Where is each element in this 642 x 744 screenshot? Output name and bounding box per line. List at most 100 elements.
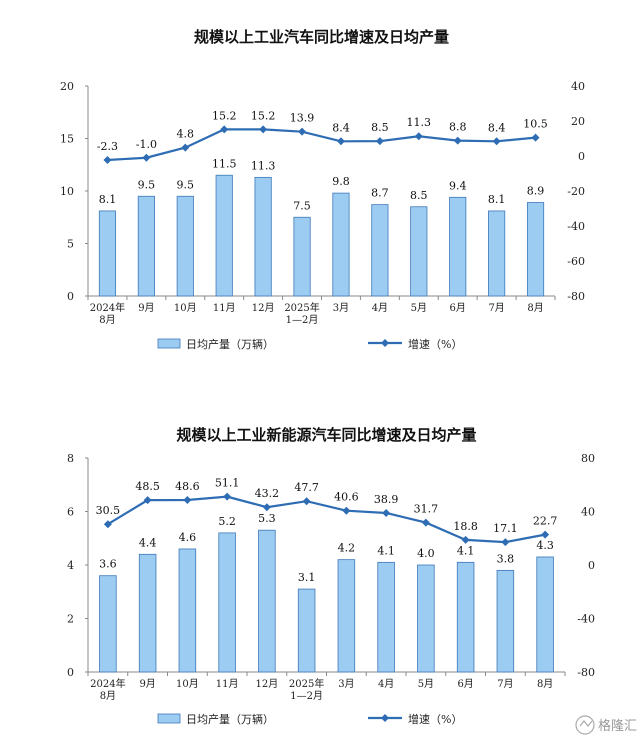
- x-category-label: 10月: [174, 302, 197, 314]
- bar-data-label: 8.5: [410, 189, 428, 202]
- line-data-label: 31.7: [414, 503, 439, 516]
- bar: [176, 195, 194, 297]
- bar-data-label: 8.7: [371, 187, 389, 200]
- line-data-label: 18.8: [453, 520, 478, 533]
- y-right-tick-label: 40: [571, 80, 585, 93]
- x-category-label: 2025年: [284, 301, 319, 314]
- legend-bar-swatch: [157, 338, 181, 349]
- y-left-tick-label: 0: [67, 666, 74, 679]
- bar: [496, 569, 515, 673]
- growth-point: [336, 137, 345, 146]
- bar: [178, 548, 197, 673]
- x-category-label: 7月: [488, 302, 504, 314]
- bar: [371, 204, 389, 297]
- growth-point: [461, 535, 470, 544]
- growth-point: [298, 127, 307, 136]
- bar-data-label: 8.1: [488, 193, 506, 206]
- bar: [215, 174, 233, 297]
- bar: [449, 196, 467, 297]
- legend-line-label: 增速（%）: [408, 337, 462, 351]
- bar: [417, 564, 435, 673]
- line-data-label: 48.5: [135, 480, 160, 493]
- bar-data-label: 4.2: [338, 542, 356, 555]
- growth-point: [342, 506, 351, 515]
- x-category-label: 8月: [537, 678, 553, 690]
- watermark: 格隆汇: [575, 715, 637, 735]
- bar-data-label: 9.5: [177, 178, 195, 191]
- x-category-label: 12月: [256, 678, 279, 690]
- y-right-tick-label: -40: [567, 220, 585, 233]
- bar-data-label: 5.3: [258, 512, 276, 525]
- growth-line: [107, 128, 536, 162]
- watermark-text: 格隆汇: [598, 718, 637, 734]
- bar-data-label: 4.1: [377, 544, 395, 557]
- y-left-tick-label: 8: [67, 452, 74, 465]
- y-right-tick-label: 20: [571, 115, 585, 128]
- bar: [297, 588, 316, 673]
- bar-data-label: 5.2: [218, 515, 236, 528]
- x-category-label: 8月: [527, 302, 543, 314]
- growth-point: [259, 125, 268, 134]
- y-left-tick-label: 15: [60, 133, 74, 146]
- growth-point: [501, 538, 510, 547]
- legend-bar-label: 日均产量（万辆）: [186, 712, 274, 726]
- x-category-label: 4月: [372, 302, 388, 314]
- bar: [377, 561, 395, 673]
- x-category-label: 11月: [216, 678, 239, 690]
- growth-point: [421, 518, 430, 527]
- bar-data-label: 8.9: [527, 185, 545, 198]
- x-category-label: 6月: [457, 678, 473, 690]
- legend-bar-swatch: [157, 713, 181, 724]
- line-data-label: 51.1: [215, 477, 240, 490]
- bar: [337, 559, 356, 673]
- line-data-label: 11.3: [407, 116, 432, 129]
- y-left-tick-label: 20: [60, 80, 74, 93]
- growth-point: [492, 137, 501, 146]
- bar-data-label: 4.0: [417, 547, 435, 560]
- x-category-label: 6月: [450, 302, 466, 314]
- line-data-label: 8.4: [332, 121, 350, 134]
- chart-title: 规模以上工业新能源汽车同比增速及日均产量: [176, 426, 476, 444]
- x-category-label: 10月: [176, 678, 199, 690]
- y-right-tick-label: -60: [567, 255, 585, 268]
- chart-title: 规模以上工业汽车同比增速及日均产量: [194, 28, 449, 46]
- bar-data-label: 11.3: [251, 159, 276, 172]
- bar: [456, 561, 475, 673]
- x-category-label: 3月: [338, 678, 354, 690]
- x-category-label: 5月: [411, 302, 427, 314]
- bar: [218, 532, 236, 673]
- growth-point: [414, 132, 423, 141]
- y-left-tick-label: 4: [67, 559, 74, 572]
- y-right-tick-label: 0: [578, 150, 585, 163]
- bar-data-label: 4.3: [536, 539, 554, 552]
- growth-point: [183, 495, 192, 504]
- bar: [293, 216, 311, 297]
- line-data-label: 38.9: [374, 493, 399, 506]
- x-category-label: 4月: [378, 678, 394, 690]
- x-category-label: 1—2月: [290, 690, 323, 702]
- line-data-label: 4.8: [177, 128, 195, 141]
- x-category-label: 3月: [333, 302, 349, 314]
- growth-point: [143, 496, 152, 505]
- x-category-label: 1—2月: [286, 314, 319, 326]
- bar-data-label: 7.5: [293, 199, 311, 212]
- x-category-label: 2024年: [90, 677, 125, 690]
- line-data-label: 15.2: [212, 109, 237, 122]
- y-right-tick-label: -40: [577, 613, 595, 626]
- bar-data-label: 9.4: [449, 179, 467, 192]
- y-right-tick-label: 80: [581, 452, 595, 465]
- bar: [526, 202, 545, 297]
- line-data-label: 47.7: [294, 481, 319, 494]
- growth-point: [103, 156, 112, 165]
- growth-point: [262, 503, 271, 512]
- line-data-label: 48.6: [175, 480, 200, 493]
- bar-data-label: 3.6: [99, 558, 117, 571]
- x-category-label: 9月: [139, 678, 155, 690]
- bar: [410, 206, 428, 297]
- bar: [258, 529, 276, 673]
- y-left-tick-label: 10: [60, 185, 74, 198]
- x-category-label: 7月: [497, 678, 513, 690]
- line-data-label: 13.9: [290, 112, 315, 125]
- line-data-label: 10.5: [523, 118, 548, 131]
